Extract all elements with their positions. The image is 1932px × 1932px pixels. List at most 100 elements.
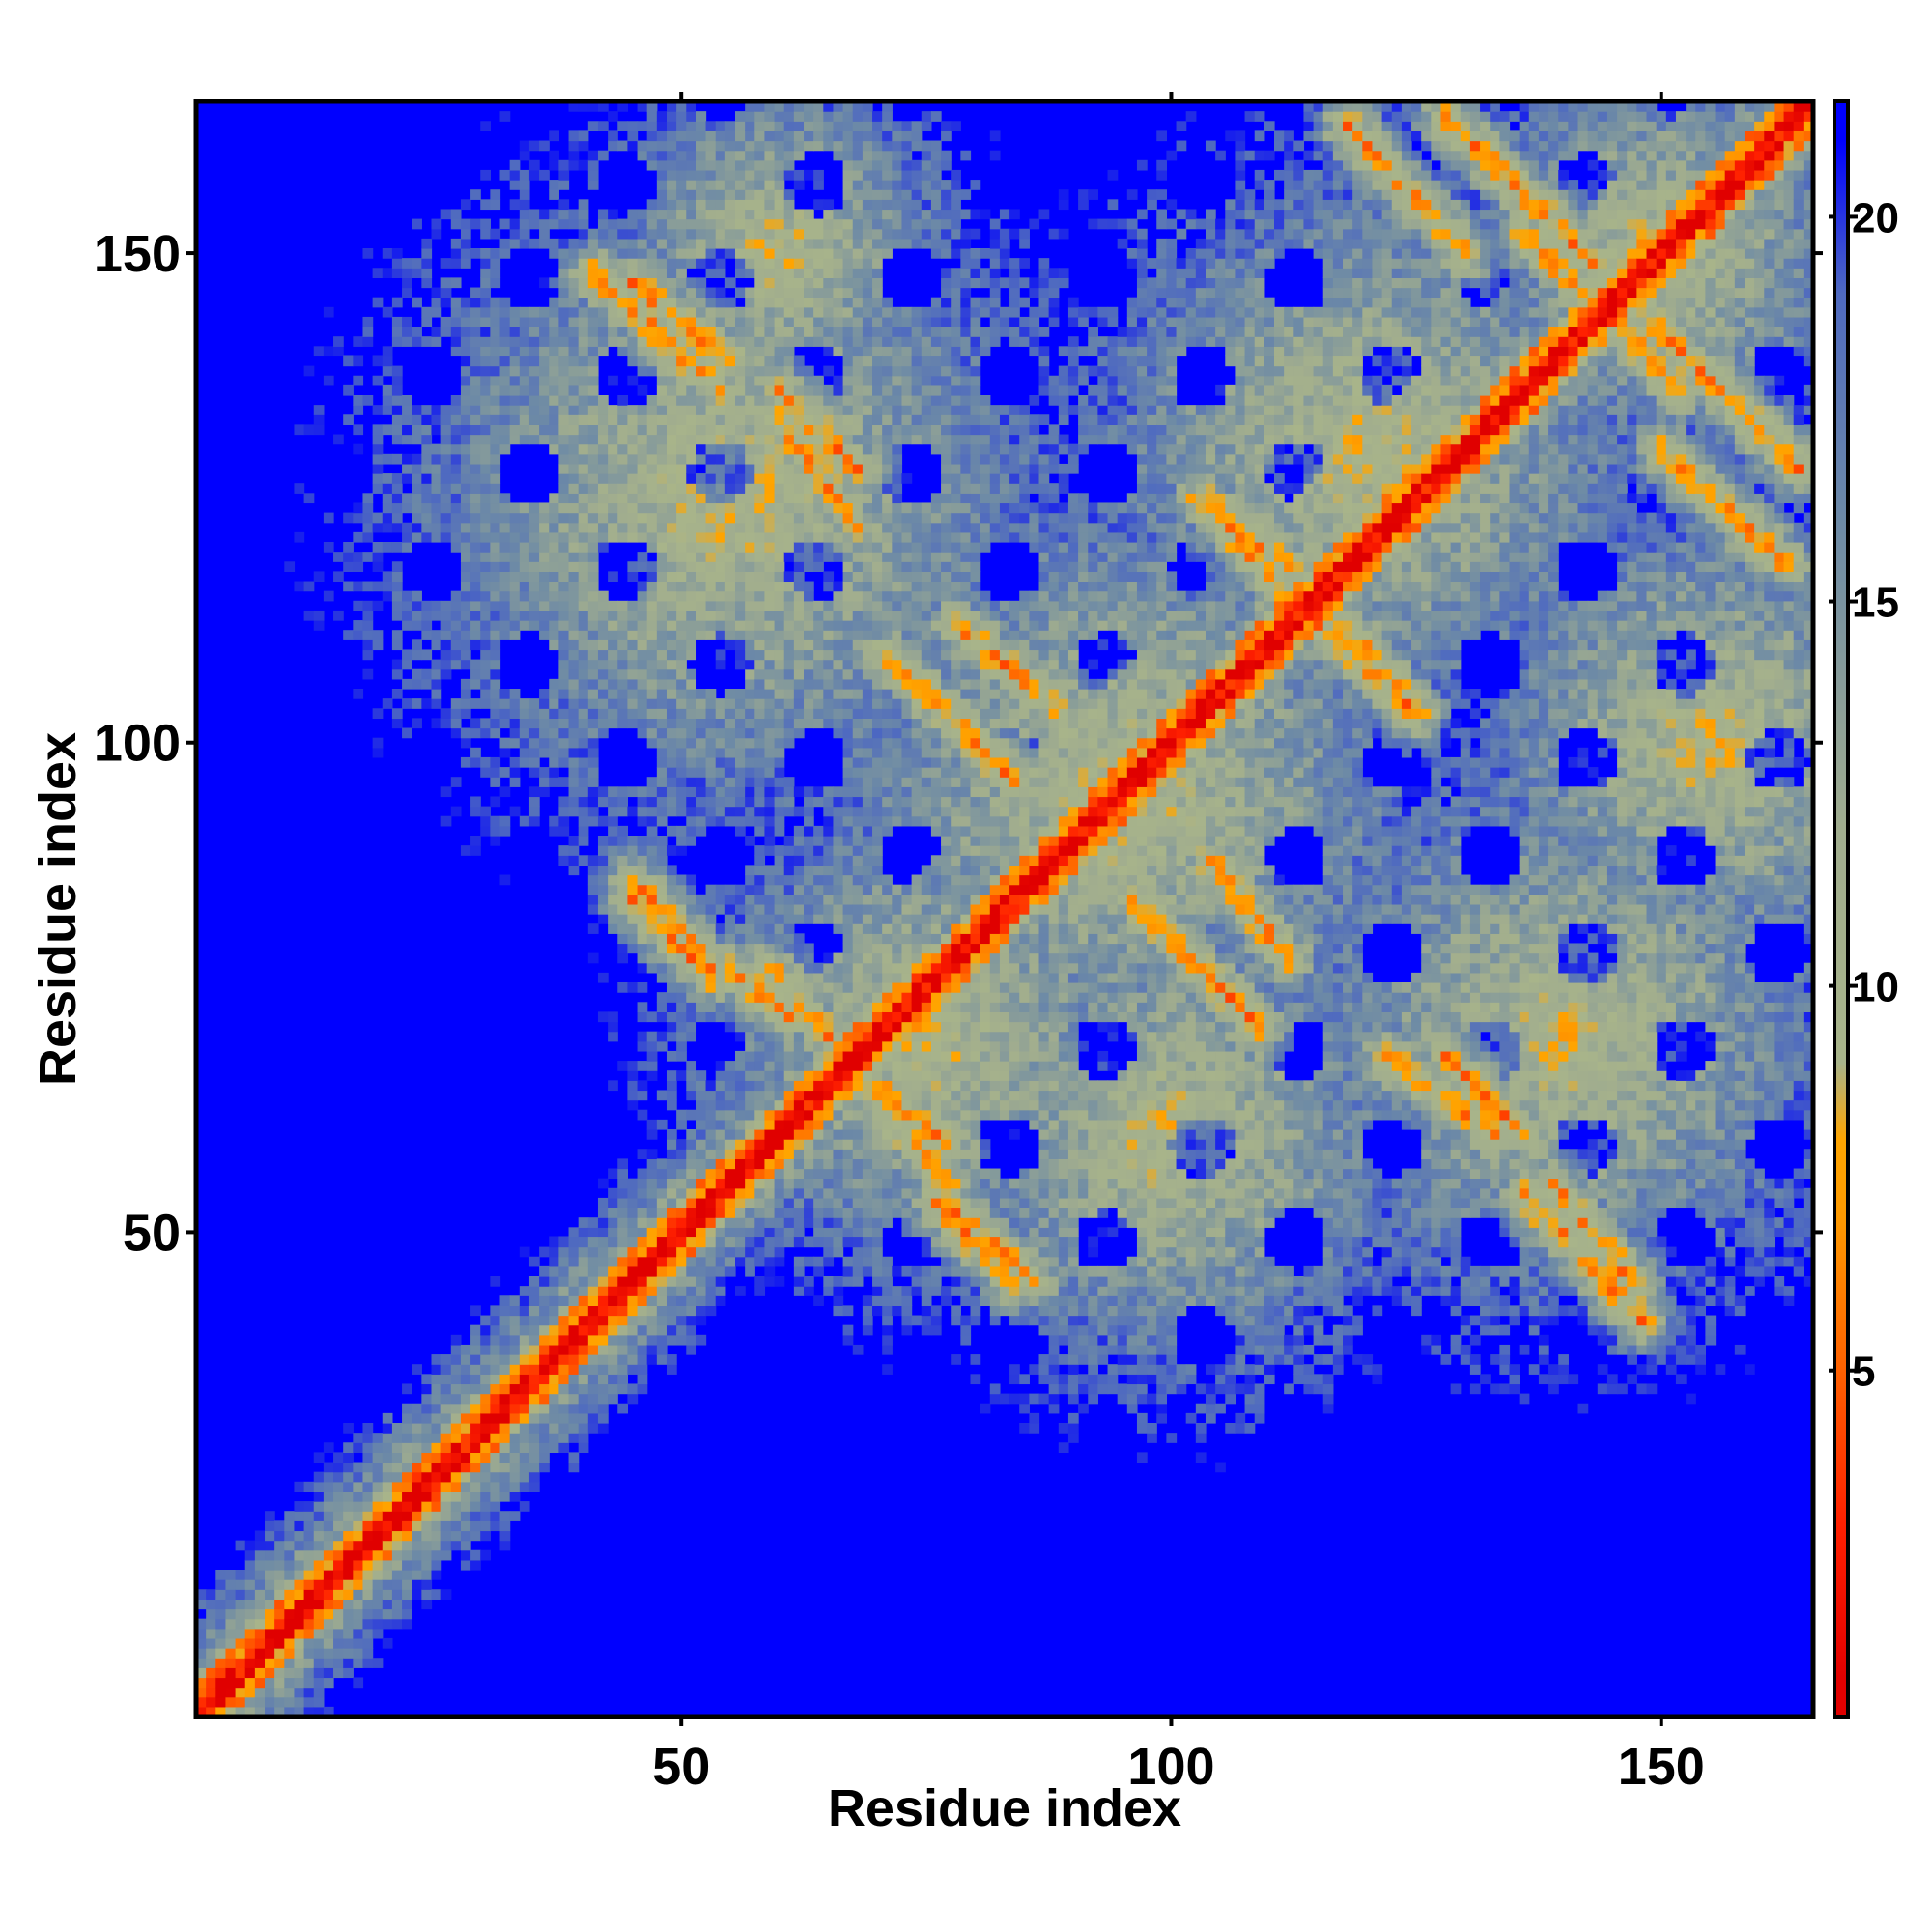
heatmap-cell <box>578 493 589 504</box>
heatmap-cell <box>608 1393 618 1405</box>
heatmap-cell <box>617 649 628 661</box>
heatmap-cell <box>421 1599 433 1610</box>
heatmap-cell <box>558 1295 570 1306</box>
heatmap-cell <box>470 473 481 484</box>
heatmap-cell <box>656 473 668 484</box>
heatmap-cell <box>656 1344 668 1355</box>
heatmap-cell <box>666 306 677 318</box>
heatmap-cell <box>637 630 648 640</box>
heatmap-cell <box>440 1462 452 1473</box>
heatmap-cell <box>774 453 785 465</box>
heatmap-cell <box>597 336 609 347</box>
heatmap-cell <box>372 1579 384 1590</box>
heatmap-cell <box>421 1579 433 1590</box>
heatmap-cell <box>646 610 658 621</box>
heatmap-cell <box>735 306 746 318</box>
heatmap-cell <box>823 1178 835 1189</box>
heatmap-cell <box>833 443 844 455</box>
heatmap-cell <box>783 297 795 308</box>
heatmap-cell <box>676 1197 687 1208</box>
heatmap-cell <box>608 718 618 729</box>
heatmap-cell <box>804 140 814 152</box>
heatmap-cell <box>804 434 814 445</box>
heatmap-cell <box>323 1658 334 1668</box>
heatmap-cell <box>431 531 442 543</box>
heatmap-cell <box>666 1246 677 1258</box>
heatmap-cell <box>715 375 726 386</box>
heatmap-cell <box>509 1305 521 1317</box>
heatmap-cell <box>705 620 717 631</box>
heatmap-cell <box>793 1227 805 1238</box>
heatmap-cell <box>608 414 618 425</box>
heatmap-cell <box>450 1403 462 1414</box>
heatmap-cell <box>793 111 805 122</box>
heatmap-cell <box>842 982 854 993</box>
heatmap-cell <box>597 659 609 670</box>
heatmap-cell <box>440 209 452 220</box>
heatmap-cell <box>470 668 481 680</box>
heatmap-cell <box>735 395 746 406</box>
heatmap-cell <box>754 169 766 181</box>
heatmap-cell <box>528 1324 540 1336</box>
heatmap-cell <box>402 600 412 611</box>
heatmap-cell <box>362 1491 374 1502</box>
heatmap-cell <box>597 258 609 269</box>
heatmap-cell <box>206 1608 216 1620</box>
heatmap-cell <box>587 756 599 768</box>
heatmap-cell <box>686 668 697 680</box>
heatmap-cell <box>754 268 766 278</box>
heatmap-cell <box>608 297 618 308</box>
heatmap-cell <box>499 561 511 572</box>
heatmap-cell <box>499 1344 511 1355</box>
heatmap-cell <box>353 1648 364 1659</box>
heatmap-cell <box>274 1549 285 1561</box>
heatmap-cell <box>666 1050 677 1062</box>
heatmap-cell <box>852 1061 864 1071</box>
heatmap-cell <box>412 424 422 436</box>
heatmap-cell <box>353 355 364 367</box>
heatmap-cell <box>608 1265 618 1277</box>
heatmap-cell <box>333 1471 344 1483</box>
heatmap-cell <box>490 1334 501 1346</box>
heatmap-cell <box>852 199 864 211</box>
heatmap-cell <box>587 952 599 964</box>
heatmap-cell <box>852 1217 864 1228</box>
heatmap-cell <box>754 649 766 661</box>
heatmap-cell <box>440 316 452 327</box>
heatmap-cell <box>833 1276 844 1287</box>
heatmap-cell <box>333 1481 344 1492</box>
heatmap-cell <box>754 473 766 484</box>
heatmap-cell <box>666 1256 677 1267</box>
heatmap-cell <box>480 620 491 631</box>
heatmap-cell <box>480 815 491 827</box>
heatmap-cell <box>206 1589 216 1600</box>
heatmap-cell <box>608 1168 618 1179</box>
heatmap-cell <box>823 1021 835 1033</box>
heatmap-cell <box>783 502 795 514</box>
heatmap-cell <box>696 982 707 993</box>
heatmap-cell <box>558 375 570 386</box>
heatmap-cell <box>715 737 726 749</box>
heatmap-cell <box>353 1511 364 1521</box>
heatmap-cell <box>852 678 864 690</box>
heatmap-cell <box>715 1256 726 1267</box>
heatmap-cell <box>696 825 707 837</box>
heatmap-cell <box>637 306 648 318</box>
heatmap-cell <box>391 639 403 651</box>
heatmap-cell <box>509 600 521 611</box>
heatmap-cell <box>735 1021 746 1033</box>
heatmap-cell <box>754 463 766 474</box>
heatmap-cell <box>862 903 873 915</box>
heatmap-cell <box>705 316 717 327</box>
heatmap-cell <box>705 756 717 768</box>
heatmap-cell <box>597 1403 609 1414</box>
heatmap-cell <box>823 1149 835 1159</box>
heatmap-cell <box>823 277 835 289</box>
heatmap-cell <box>783 522 795 533</box>
heatmap-cell <box>597 1227 609 1238</box>
heatmap-cell <box>528 727 540 739</box>
heatmap-cell <box>813 962 824 974</box>
heatmap-cell <box>764 1236 776 1248</box>
heatmap-cell <box>617 277 628 289</box>
heatmap-cell <box>421 336 433 347</box>
